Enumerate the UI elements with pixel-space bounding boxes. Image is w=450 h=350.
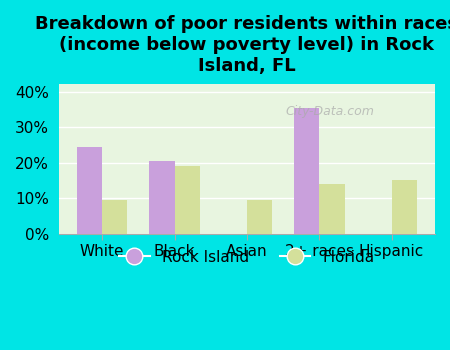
Bar [175, 166, 200, 234]
Bar [392, 181, 417, 234]
Bar [102, 200, 127, 234]
Title: Breakdown of poor residents within races
(income below poverty level) in Rock
Is: Breakdown of poor residents within races… [36, 15, 450, 75]
Text: City-Data.com: City-Data.com [285, 105, 374, 118]
Bar [247, 200, 272, 234]
Bar [77, 147, 102, 234]
Bar [294, 107, 319, 234]
Bar [319, 184, 345, 234]
Bar [149, 161, 175, 234]
Legend: Rock Island, Florida: Rock Island, Florida [113, 244, 381, 271]
